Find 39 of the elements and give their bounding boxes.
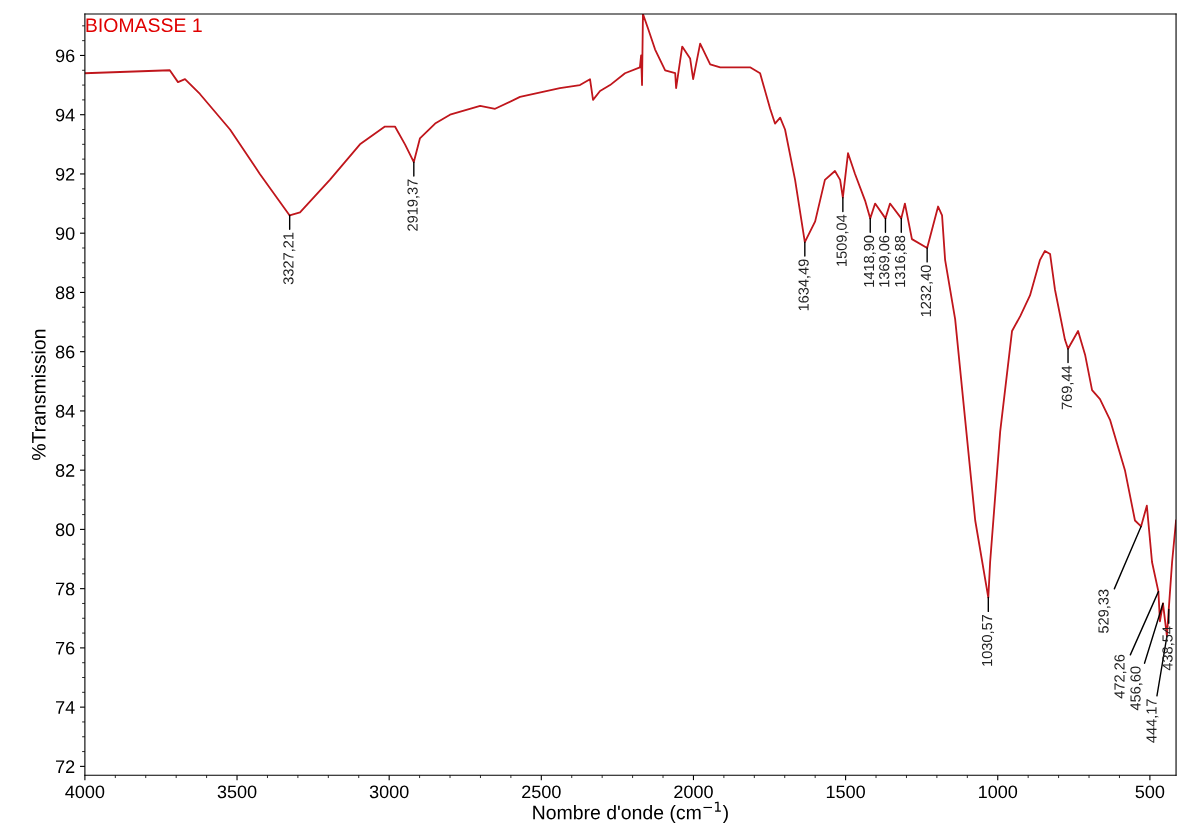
annotation: 1418,90	[863, 235, 876, 287]
annotation: 472,26	[1114, 654, 1127, 699]
y-tick-label: 72	[56, 760, 75, 773]
x-tick-label: 2000	[674, 785, 713, 799]
annotation: 769,44	[1061, 365, 1074, 410]
x-tick-label: 4000	[65, 785, 105, 799]
y-tick-label: 90	[55, 227, 75, 240]
y-tick-label: 94	[55, 108, 75, 122]
annotation: 456,60	[1130, 666, 1143, 711]
x-axis-title: Nombre d'onde (cm$^{−1}$)	[533, 801, 728, 823]
y-tick-label: 74	[56, 701, 75, 714]
annotation: 529,33	[1098, 589, 1111, 633]
annotation: 438,54	[1162, 626, 1175, 671]
annotation: 1232,40	[920, 265, 933, 317]
chart-title: BIOMASSE 1	[86, 18, 202, 33]
y-tick-label: 80	[55, 523, 75, 537]
x-tick-label: 1500	[826, 785, 865, 799]
y-tick-label: 88	[55, 286, 75, 300]
x-tick-label: 1000	[979, 785, 1018, 799]
y-tick-label: 86	[55, 345, 75, 359]
annotation: 1369,06	[879, 235, 892, 287]
y-tick-label: 78	[56, 582, 75, 596]
y-tick-label: 82	[55, 464, 75, 477]
x-tick-label: 500	[1135, 785, 1165, 799]
annotation: 3327,21	[283, 232, 296, 285]
annotation: 2919,37	[407, 179, 420, 231]
annotation: 1509,04	[836, 214, 849, 266]
annotation: 1030,57	[981, 614, 994, 666]
y-tick-label: 84	[55, 404, 75, 418]
annotation: 1634,49	[798, 259, 811, 311]
x-tick-label: 2500	[522, 785, 561, 799]
annotation: 444,17	[1146, 699, 1159, 743]
y-tick-label: 96	[55, 49, 75, 63]
y-tick-label: 92	[55, 167, 75, 181]
annotation: 1316,88	[894, 235, 907, 287]
x-tick-label: 3500	[217, 785, 257, 799]
y-tick-label: 76	[56, 641, 75, 655]
y-axis-title: %Transmission	[31, 329, 46, 461]
x-tick-label: 3000	[369, 785, 409, 799]
